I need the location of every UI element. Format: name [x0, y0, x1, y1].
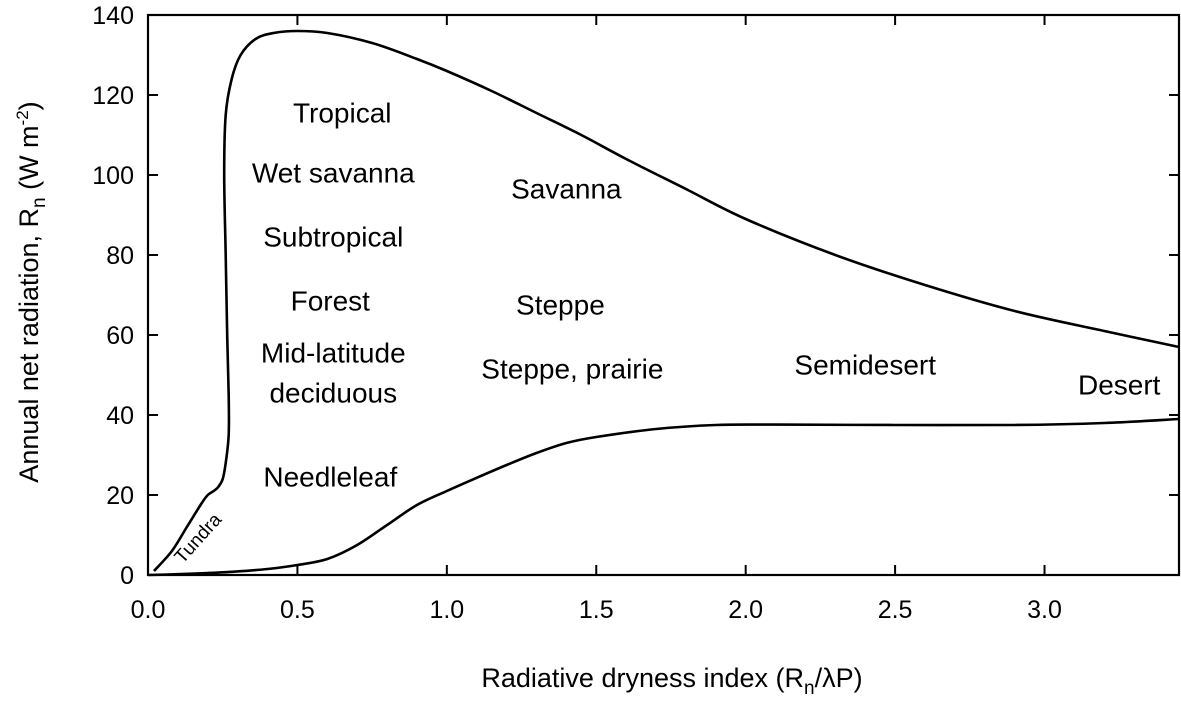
region-label: Needleleaf — [263, 461, 397, 492]
lower-boundary-curve — [147, 417, 1180, 577]
y-tick-label: 40 — [106, 402, 134, 430]
region-label: deciduous — [269, 377, 397, 408]
y-tick-label: 80 — [106, 242, 134, 270]
y-tick-label: 0 — [120, 562, 134, 590]
plot-frame — [146, 13, 1181, 577]
region-label: Wet savanna — [252, 157, 415, 188]
y-tick-label: 140 — [92, 2, 134, 30]
x-axis-ticks: 0.0 0.5 1.0 1.5 2.0 2.5 3.0 — [131, 15, 1062, 624]
x-tick-label: 2.0 — [728, 596, 763, 624]
region-label: Steppe — [516, 289, 605, 320]
boundary-curves — [147, 29, 1180, 577]
y-axis-ticks: 0 20 40 60 80 100 120 140 — [92, 2, 1179, 590]
x-tick-label: 2.5 — [878, 596, 913, 624]
x-tick-label: 0.5 — [280, 596, 315, 624]
x-tick-label: 1.0 — [429, 596, 464, 624]
region-label: Mid-latitude — [261, 337, 406, 368]
y-tick-label: 100 — [92, 162, 134, 190]
y-tick-label: 60 — [106, 322, 134, 350]
y-axis-label: Annual net radiation, Rn (W m-2) — [13, 101, 50, 482]
x-tick-label: 1.5 — [579, 596, 614, 624]
upper-boundary-curve — [153, 29, 1180, 572]
region-label: Tropical — [293, 97, 392, 128]
y-tick-label: 120 — [92, 82, 134, 110]
y-tick-label: 20 — [106, 482, 134, 510]
region-label: Savanna — [511, 173, 622, 204]
region-label: Steppe, prairie — [481, 353, 663, 384]
region-label: Desert — [1078, 369, 1161, 400]
region-label: Semidesert — [794, 349, 936, 380]
region-label: Forest — [291, 285, 371, 316]
x-tick-label: 0.0 — [131, 596, 166, 624]
x-tick-label: 3.0 — [1027, 596, 1062, 624]
x-axis-label: Radiative dryness index (Rn/λP) — [481, 663, 862, 699]
region-labels: Tropical Wet savanna Subtropical Forest Mid-… — [171, 97, 1161, 567]
region-label: Subtropical — [263, 221, 403, 252]
